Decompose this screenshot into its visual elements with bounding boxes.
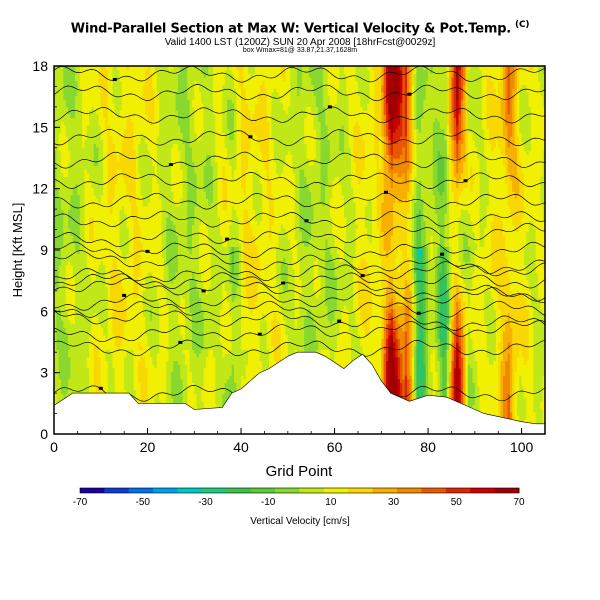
chart-svg: 0 20 40 60 80 100 0369121518 Grid Point Heigh…: [0, 0, 600, 600]
